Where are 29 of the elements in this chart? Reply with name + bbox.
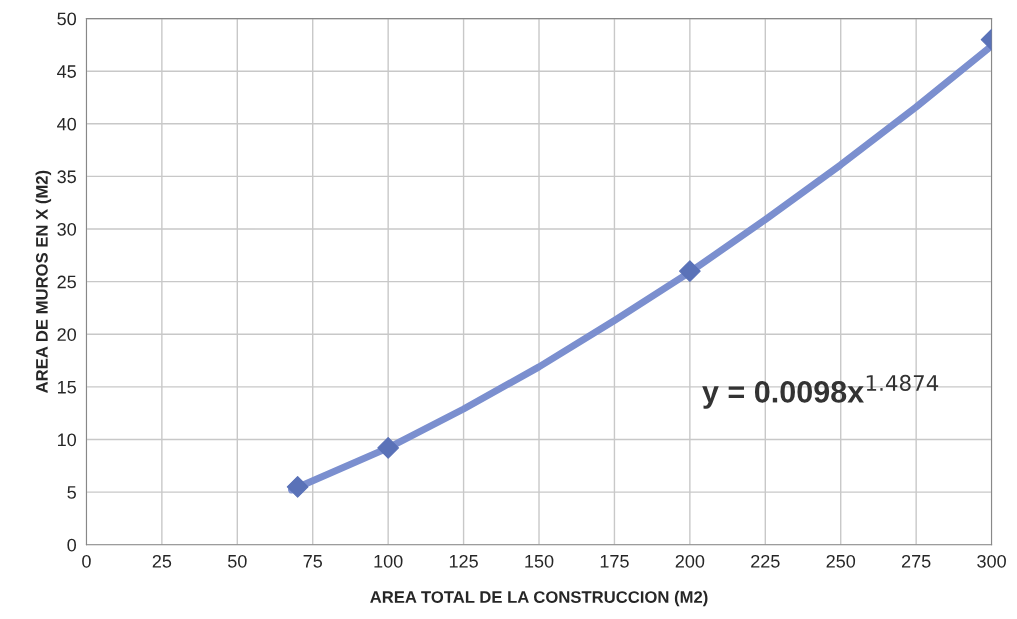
y-tick-label: 45	[57, 65, 76, 78]
x-tick-label: 300	[977, 554, 1006, 568]
x-tick-label: 125	[449, 554, 478, 568]
x-tick-label: 100	[374, 554, 403, 568]
x-tick-label: 275	[901, 554, 931, 568]
y-axis-title: AREA DE MUROS EN X (M2)	[35, 170, 52, 393]
x-tick-label: 200	[675, 554, 705, 568]
x-tick-label: 0	[82, 554, 91, 568]
x-tick-label: 225	[751, 554, 780, 568]
x-axis-title: AREA TOTAL DE LA CONSTRUCCION (M2)	[370, 590, 708, 607]
y-tick-label: 20	[57, 328, 77, 341]
annotation: y = 0.0098x$^{1.4874}$	[702, 374, 939, 409]
y-tick-label: 15	[58, 381, 76, 394]
x-tick-label: 75	[303, 555, 323, 568]
y-tick-label: 5	[67, 486, 76, 499]
y-tick-label: 25	[57, 275, 76, 289]
y-tick-label: 30	[57, 222, 77, 236]
point	[286, 475, 309, 498]
x-tick-label: 25	[152, 554, 172, 568]
point	[377, 437, 400, 459]
x-tick-label: 175	[600, 555, 629, 568]
y-tick-label: 35	[57, 170, 76, 184]
x-tick-label: 250	[826, 554, 856, 568]
y-tick-label: 10	[58, 433, 77, 447]
y-tick-label: 0	[67, 538, 77, 552]
x-tick-label: 50	[227, 554, 247, 568]
y-tick-label: 40	[57, 117, 77, 131]
y-tick-label: 50	[57, 12, 77, 26]
x-tick-label: 150	[525, 554, 554, 568]
